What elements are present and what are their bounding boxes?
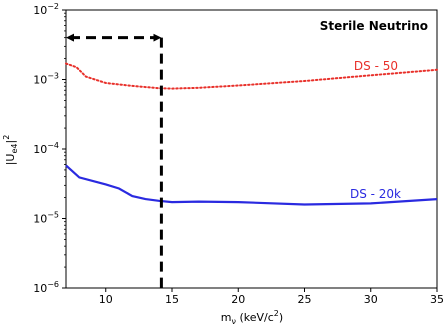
x-tick-label: 30	[364, 293, 378, 306]
series-label-ds20k: DS - 20k	[350, 187, 401, 201]
chart-title: Sterile Neutrino	[320, 19, 428, 33]
y-axis-label: |Ue4|2	[2, 135, 19, 166]
series-label-ds50: DS - 50	[354, 59, 398, 73]
x-axis-label: mν (keV/c2)	[221, 309, 283, 326]
y-tick-label: 10−4	[33, 141, 59, 156]
y-axis: 10−6 10−5 10−4 10−3 10−2	[33, 2, 66, 295]
y-tick-label: 10−6	[33, 280, 59, 295]
y-tick-label: 10−5	[33, 211, 59, 226]
series-line-ds50	[65, 62, 438, 90]
x-tick-label: 15	[165, 293, 179, 306]
y-tick-label: 10−2	[33, 2, 59, 17]
x-tick-label: 20	[231, 293, 245, 306]
x-tick-label: 10	[99, 293, 113, 306]
y-tick-label: 10−3	[33, 72, 59, 87]
x-axis: 10 15 20 25 30 35	[99, 288, 443, 306]
series-layer	[65, 62, 438, 206]
x-tick-label: 25	[298, 293, 312, 306]
x-tick-label: 35	[430, 293, 443, 306]
series-line-ds20k	[65, 164, 438, 206]
plot-area	[65, 9, 438, 289]
annotation-layer	[66, 33, 163, 288]
